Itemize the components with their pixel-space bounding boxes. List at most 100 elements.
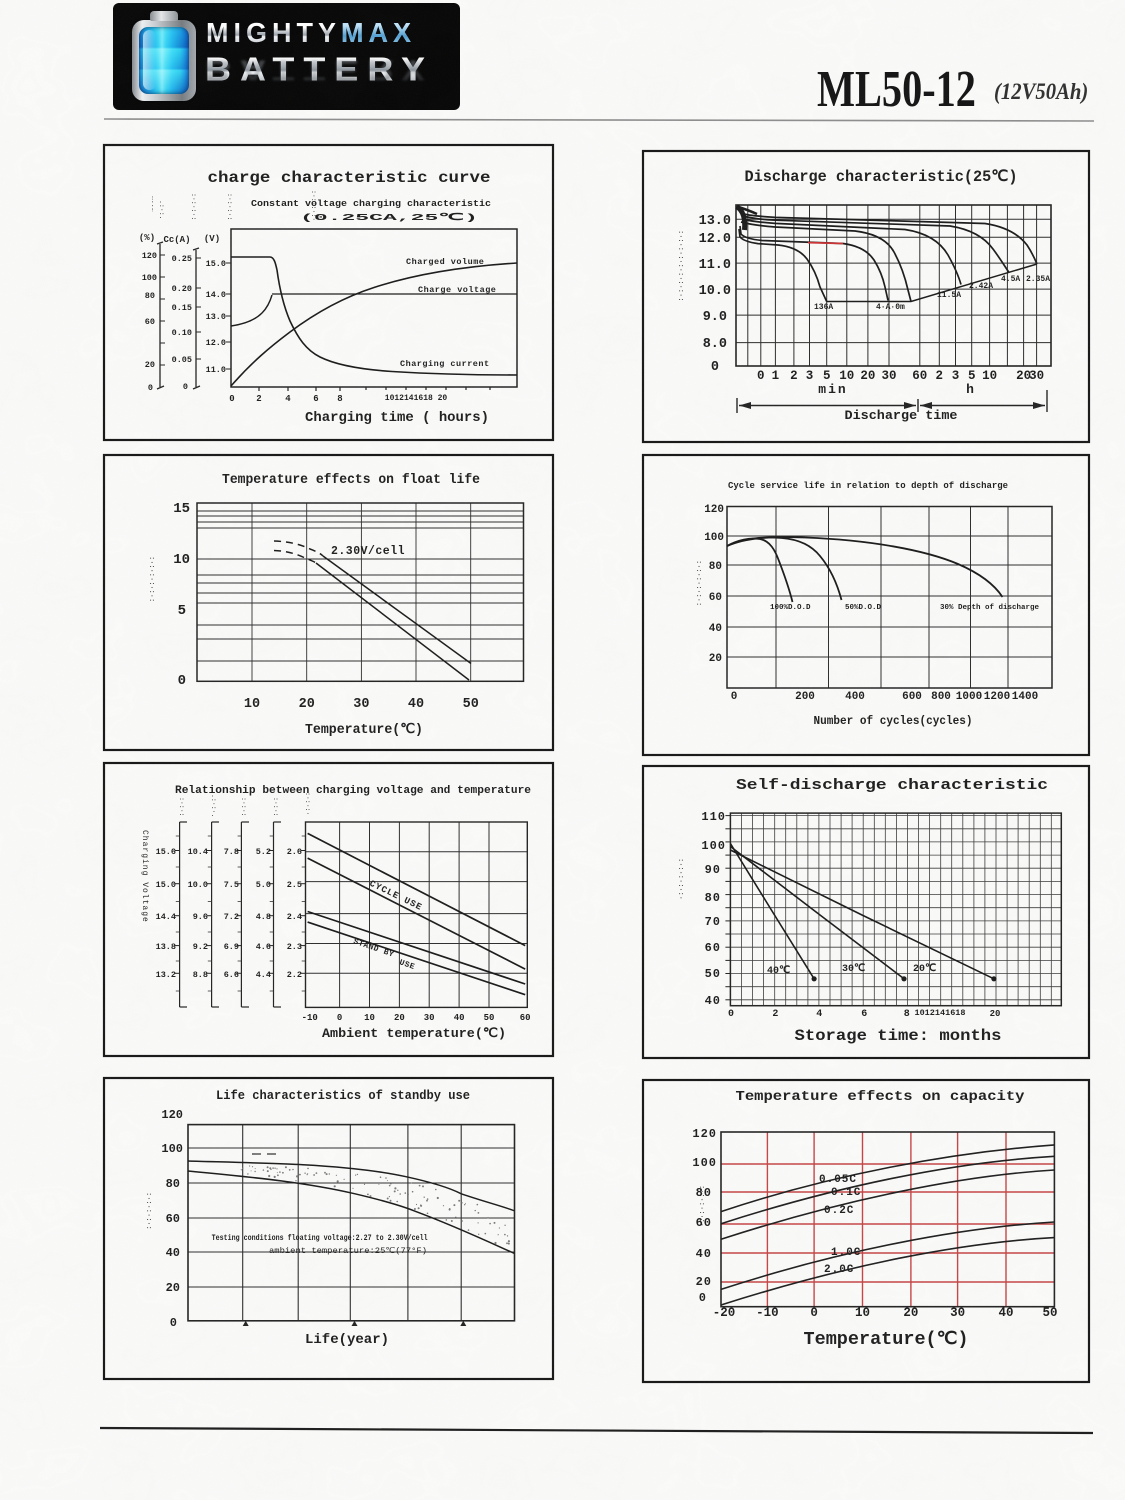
svg-text:50: 50 [484, 1013, 495, 1023]
svg-text:0.10: 0.10 [172, 328, 192, 338]
svg-text:8: 8 [904, 1009, 910, 1020]
svg-text:50: 50 [705, 967, 721, 981]
svg-text:3: 3 [952, 369, 960, 383]
svg-text:30: 30 [950, 1306, 965, 1320]
svg-text:200: 200 [795, 691, 815, 703]
svg-text:100: 100 [692, 1156, 717, 1170]
svg-text:10: 10 [982, 369, 997, 383]
svg-text:Testing conditions floating vo: Testing conditions floating voltage:2.27… [212, 1233, 428, 1243]
svg-text::·:·:·:: :·:·:·: [226, 193, 233, 220]
svg-text:0: 0 [148, 383, 153, 393]
svg-text:120: 120 [161, 1108, 183, 1122]
svg-text:40℃: 40℃ [767, 965, 790, 977]
svg-text:-10: -10 [756, 1306, 779, 1320]
svg-text:0: 0 [699, 1291, 707, 1305]
svg-text:Cc(A): Cc(A) [163, 235, 190, 245]
svg-text:800: 800 [931, 691, 951, 703]
svg-text:0.05: 0.05 [172, 355, 192, 365]
svg-text:-10: -10 [302, 1013, 318, 1023]
svg-text::·:·:: :·:·: [272, 797, 279, 817]
svg-text:40: 40 [408, 697, 424, 712]
svg-text:20: 20 [709, 653, 722, 665]
svg-text:4.6: 4.6 [256, 942, 271, 952]
svg-text:0.25: 0.25 [172, 254, 192, 264]
svg-text:8.8: 8.8 [193, 970, 208, 980]
svg-text:0: 0 [229, 394, 234, 404]
svg-text:3: 3 [806, 369, 814, 383]
svg-text:2.0C: 2.0C [824, 1264, 854, 1276]
svg-text:10: 10 [855, 1306, 870, 1320]
svg-text:2.2: 2.2 [287, 970, 302, 980]
svg-text:0: 0 [810, 1306, 818, 1320]
svg-text:0.1C: 0.1C [831, 1187, 861, 1199]
svg-text:2.4: 2.4 [287, 912, 302, 922]
svg-text:Cycle service life in relation: Cycle service life in relation to depth … [728, 480, 1008, 491]
svg-text:.:·:.: .:·:. [158, 200, 165, 220]
svg-text:90: 90 [705, 863, 721, 877]
svg-text:-20: -20 [713, 1306, 736, 1320]
svg-text:20: 20 [696, 1275, 712, 1289]
svg-text:20: 20 [990, 1009, 1001, 1019]
svg-text:50%D.O.D: 50%D.O.D [845, 604, 882, 612]
svg-text:40: 40 [166, 1246, 180, 1260]
svg-text:Number of cycles(cycles): Number of cycles(cycles) [814, 715, 973, 728]
svg-text:Temperature(℃): Temperature(℃) [804, 1330, 969, 1350]
svg-text:Temperature effects on capaci: Temperature effects on capacity [736, 1089, 1026, 1105]
svg-text:0: 0 [337, 1013, 342, 1023]
svg-text:20: 20 [903, 1306, 918, 1320]
svg-text:5: 5 [968, 369, 976, 383]
svg-text:9.0: 9.0 [703, 310, 727, 325]
svg-text:1012141618: 1012141618 [914, 1008, 965, 1018]
svg-text:2.35A: 2.35A [1026, 275, 1050, 284]
svg-text:Relationship between charging: Relationship between charging voltage an… [175, 785, 531, 797]
svg-text:2.30V/cell: 2.30V/cell [331, 545, 405, 558]
svg-text:15.6: 15.6 [156, 847, 176, 857]
svg-text:20: 20 [299, 697, 315, 712]
svg-text:…..…: …..… [150, 196, 157, 212]
svg-text:0: 0 [178, 673, 186, 689]
svg-text:2.42A: 2.42A [969, 282, 993, 291]
svg-text:6.9: 6.9 [224, 942, 239, 952]
svg-text:40: 40 [705, 994, 721, 1008]
svg-text:4: 4 [816, 1009, 822, 1020]
svg-text:0: 0 [757, 369, 765, 383]
svg-text:CYCLE USE: CYCLE USE [368, 879, 424, 913]
svg-text::·:·:·:·:: :·:·:·:·: [144, 1192, 152, 1230]
svg-text:2.3: 2.3 [287, 942, 302, 952]
svg-text:1: 1 [772, 369, 780, 383]
svg-text:20: 20 [394, 1013, 405, 1023]
svg-text:2.6: 2.6 [287, 847, 302, 857]
svg-text:13.8: 13.8 [156, 942, 176, 952]
svg-text::·:·:·:: :·:·:·: [190, 193, 197, 220]
svg-text:30: 30 [1029, 369, 1044, 383]
svg-text:2: 2 [936, 369, 944, 383]
svg-text:Charged volume: Charged volume [406, 257, 484, 267]
svg-text::·:·:: :·:·: [178, 797, 185, 817]
svg-text:110: 110 [701, 810, 726, 824]
svg-text:20: 20 [860, 369, 875, 383]
svg-text:0: 0 [183, 382, 188, 392]
svg-text:6: 6 [861, 1009, 867, 1020]
svg-text:120: 120 [142, 251, 157, 261]
svg-text:10.0: 10.0 [699, 284, 731, 299]
svg-text:30: 30 [353, 697, 369, 712]
svg-text:(0.25CA,25℃): (0.25CA,25℃) [300, 212, 478, 223]
svg-text:15.0: 15.0 [206, 259, 226, 269]
svg-text:40: 40 [998, 1306, 1013, 1320]
svg-text:Temperature effects on float l: Temperature effects on float life [222, 472, 480, 488]
svg-text:h: h [966, 382, 974, 397]
svg-text:50: 50 [1042, 1306, 1057, 1320]
svg-text:100: 100 [704, 532, 724, 544]
svg-text::·:·:·:·:·: :·:·:·:·:· [697, 1185, 705, 1227]
svg-text:20: 20 [166, 1281, 180, 1295]
svg-text:60: 60 [705, 941, 721, 955]
svg-text:15.0: 15.0 [156, 880, 176, 890]
svg-text:8.0: 8.0 [703, 337, 727, 352]
svg-text:100: 100 [142, 273, 157, 283]
svg-text:9.2: 9.2 [193, 942, 208, 952]
svg-text:4.4: 4.4 [256, 970, 271, 980]
svg-text:400: 400 [845, 691, 865, 703]
svg-text:ambient temperature:25℃(77°F): ambient temperature:25℃(77°F) [269, 1246, 427, 1256]
svg-text:Charging current: Charging current [400, 359, 490, 369]
svg-text::·:·:: :·:·: [240, 797, 247, 817]
